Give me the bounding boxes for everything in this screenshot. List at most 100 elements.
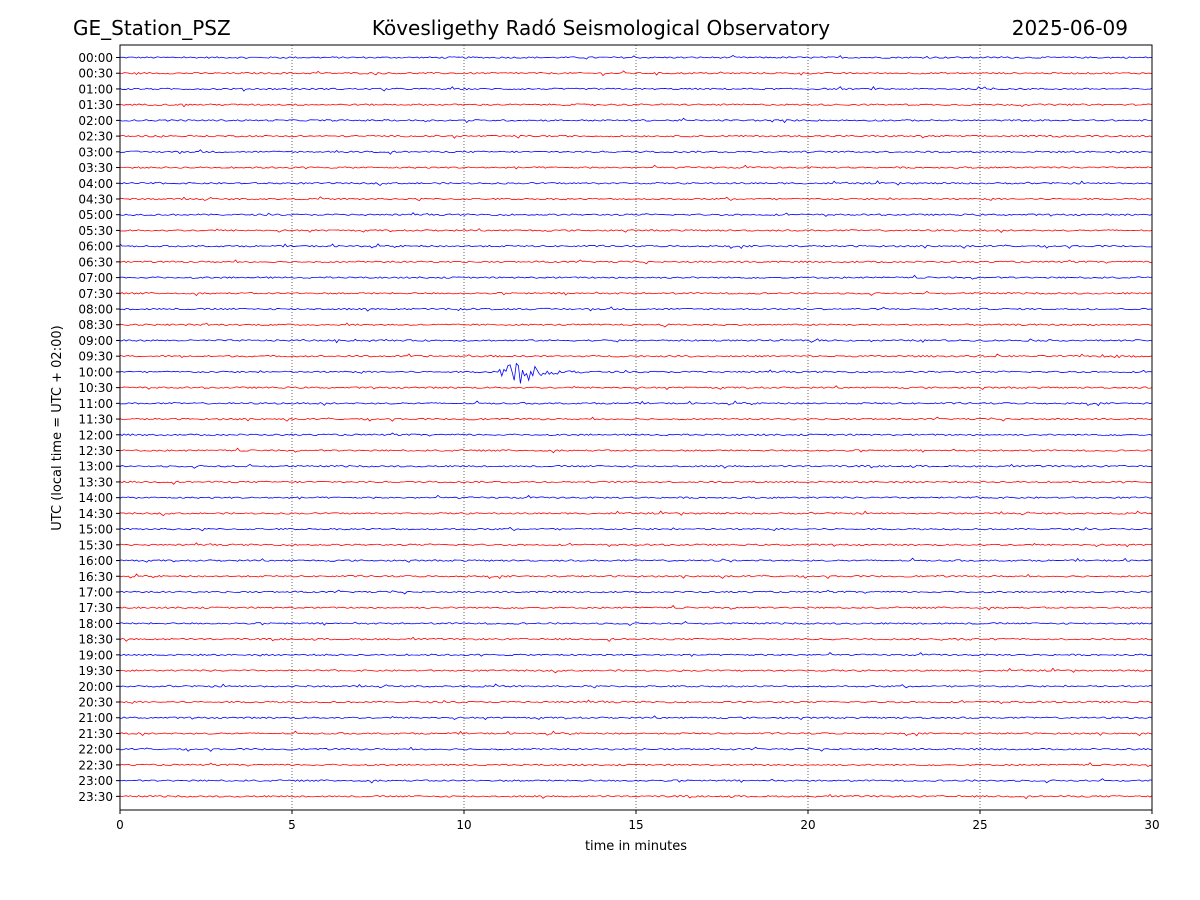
x-tick-label: 5: [288, 818, 296, 832]
x-tick-label: 0: [116, 818, 124, 832]
y-tick-label: 17:00: [78, 585, 113, 599]
y-tick-label: 19:00: [78, 648, 113, 662]
trace-1900: [119, 652, 1153, 657]
y-tick-label: 04:00: [78, 177, 113, 191]
y-tick-label: 21:00: [78, 711, 113, 725]
y-tick-label: 23:00: [78, 774, 113, 788]
trace-1100: [119, 400, 1153, 407]
y-axis-label: UTC (local time = UTC + 02:00): [50, 325, 65, 530]
y-tick-label: 22:00: [78, 743, 113, 757]
y-tick-label: 14:00: [78, 491, 113, 505]
y-tick-label: 15:00: [78, 523, 113, 537]
y-tick-label: 02:00: [78, 114, 113, 128]
trace-0500: [119, 212, 1153, 217]
y-tick-label: 20:30: [78, 696, 113, 710]
trace-0530: [119, 228, 1153, 234]
y-tick-label: 20:00: [78, 680, 113, 694]
y-tick-label: 03:30: [78, 161, 113, 175]
y-tick-label: 11:30: [78, 413, 113, 427]
y-tick-label: 07:00: [78, 271, 113, 285]
x-tick-label: 20: [800, 818, 815, 832]
trace-1300: [119, 463, 1153, 469]
trace-1330: [119, 480, 1153, 485]
y-tick-label: 07:30: [78, 287, 113, 301]
trace-0900: [119, 338, 1153, 344]
y-tick-label: 10:00: [78, 365, 113, 379]
x-tick-label: 15: [628, 818, 643, 832]
trace-0130: [119, 103, 1153, 108]
y-tick-label: 02:30: [78, 130, 113, 144]
trace-1830: [119, 636, 1153, 643]
y-tick-label: 12:30: [78, 444, 113, 458]
x-axis-ticks: 0 5 10 15 20 25 30: [116, 810, 1160, 832]
y-tick-label: 06:00: [78, 240, 113, 254]
y-tick-label: 16:30: [78, 570, 113, 584]
trace-2030: [119, 699, 1153, 705]
chart-title: Kövesligethy Radó Seismological Observat…: [372, 16, 830, 40]
trace-0730: [119, 290, 1153, 297]
y-tick-label: 18:30: [78, 633, 113, 647]
y-tick-label: 04:30: [78, 192, 113, 206]
y-tick-label: 05:00: [78, 208, 113, 222]
y-tick-label: 10:30: [78, 381, 113, 395]
trace-2200: [119, 746, 1153, 752]
y-tick-label: 16:00: [78, 554, 113, 568]
trace-0230: [119, 134, 1153, 139]
x-tick-label: 25: [972, 818, 987, 832]
y-tick-label: 18:00: [78, 617, 113, 631]
trace-1800: [119, 621, 1153, 626]
trace-0830: [119, 322, 1153, 328]
trace-0630: [119, 259, 1153, 265]
trace-1930: [119, 667, 1153, 674]
y-tick-label: 01:30: [78, 98, 113, 112]
trace-1130: [119, 416, 1153, 422]
y-tick-label: 00:00: [78, 51, 113, 65]
y-tick-label: 00:30: [78, 67, 113, 81]
trace-2230: [119, 762, 1153, 768]
trace-1000: [119, 362, 1153, 384]
y-tick-label: 11:00: [78, 397, 113, 411]
trace-1700: [119, 589, 1153, 595]
trace-0600: [119, 243, 1153, 250]
trace-0030: [119, 70, 1153, 77]
trace-1600: [119, 557, 1153, 563]
trace-0100: [119, 86, 1153, 92]
trace-1530: [119, 542, 1153, 548]
trace-2330: [119, 793, 1153, 800]
station-name: GE_Station_PSZ: [73, 16, 231, 40]
y-tick-label: 08:30: [78, 318, 113, 332]
trace-2300: [119, 778, 1153, 784]
trace-1730: [119, 604, 1153, 611]
trace-1430: [119, 510, 1153, 517]
x-axis-label: time in minutes: [585, 839, 687, 854]
trace-0200: [119, 117, 1153, 124]
y-tick-label: 06:30: [78, 255, 113, 269]
trace-0000: [119, 55, 1153, 60]
x-tick-label: 10: [456, 818, 471, 832]
chart-date: 2025-06-09: [1012, 16, 1128, 40]
trace-1400: [119, 494, 1153, 500]
trace-1630: [119, 573, 1153, 580]
y-tick-label: 19:30: [78, 664, 113, 678]
trace-0930: [119, 353, 1153, 359]
trace-0700: [119, 274, 1153, 280]
trace-2100: [119, 715, 1153, 721]
y-tick-label: 12:00: [78, 428, 113, 442]
trace-0800: [119, 306, 1153, 312]
trace-0400: [119, 180, 1153, 187]
y-tick-label: 13:00: [78, 460, 113, 474]
y-tick-label: 03:00: [78, 145, 113, 159]
trace-2000: [119, 683, 1153, 689]
y-tick-label: 09:30: [78, 350, 113, 364]
plot-frame: [119, 44, 1153, 811]
trace-1230: [119, 447, 1153, 454]
y-tick-label: 15:30: [78, 538, 113, 552]
y-tick-label: 22:30: [78, 758, 113, 772]
y-tick-label: 23:30: [78, 790, 113, 804]
y-tick-label: 17:30: [78, 601, 113, 615]
trace-0430: [119, 196, 1153, 202]
y-tick-label: 13:30: [78, 475, 113, 489]
y-tick-label: 09:00: [78, 334, 113, 348]
